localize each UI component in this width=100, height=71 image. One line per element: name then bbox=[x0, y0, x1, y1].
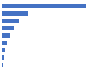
Bar bbox=[2, 55, 4, 60]
Bar bbox=[2, 33, 10, 38]
Bar bbox=[2, 26, 14, 30]
Bar bbox=[2, 19, 19, 23]
Bar bbox=[2, 11, 28, 16]
Bar bbox=[2, 41, 7, 45]
Bar bbox=[2, 48, 5, 52]
Bar bbox=[2, 4, 86, 8]
Bar bbox=[2, 63, 3, 67]
